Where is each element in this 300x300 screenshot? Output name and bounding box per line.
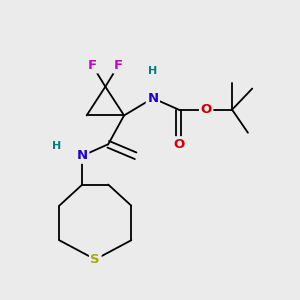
Text: N: N <box>147 92 158 105</box>
Text: N: N <box>77 149 88 162</box>
Text: H: H <box>148 66 158 76</box>
Text: H: H <box>52 141 61 151</box>
Text: O: O <box>173 138 184 151</box>
Text: F: F <box>88 59 97 72</box>
Text: O: O <box>200 103 212 116</box>
Text: F: F <box>114 59 123 72</box>
Text: S: S <box>91 253 100 266</box>
